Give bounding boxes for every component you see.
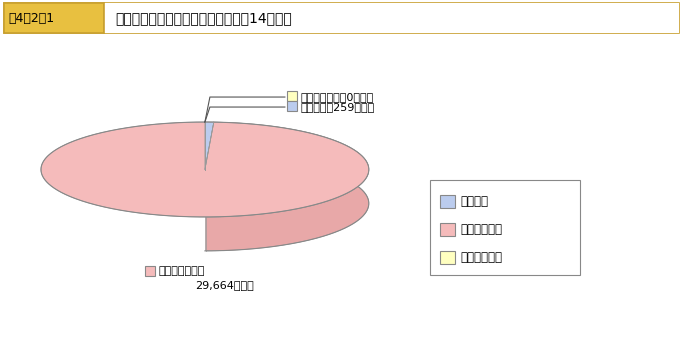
Polygon shape bbox=[205, 122, 214, 156]
Text: 技術協力，259百万円: 技術協力，259百万円 bbox=[301, 102, 375, 112]
Text: 有償資金協力: 有償資金協力 bbox=[460, 251, 502, 264]
Bar bbox=[104, 3, 679, 33]
Text: 無償資金協力，: 無償資金協力， bbox=[159, 266, 206, 276]
Bar bbox=[287, 91, 297, 101]
Bar bbox=[440, 223, 455, 236]
Bar bbox=[145, 266, 155, 276]
Text: 図4－2－1: 図4－2－1 bbox=[8, 12, 54, 24]
Polygon shape bbox=[206, 122, 369, 251]
Text: 有償資金協力，0百万円: 有償資金協力，0百万円 bbox=[301, 92, 374, 102]
Text: 防災関係資金協力の実施状況（平成14年度）: 防災関係資金協力の実施状況（平成14年度） bbox=[115, 11, 292, 25]
Text: 無償資金協力: 無償資金協力 bbox=[460, 223, 502, 236]
Bar bbox=[440, 195, 455, 208]
Bar bbox=[4, 3, 104, 33]
Text: 技術協力: 技術協力 bbox=[460, 195, 488, 208]
Polygon shape bbox=[41, 122, 369, 217]
Text: 29,664百万円: 29,664百万円 bbox=[195, 280, 253, 290]
Bar bbox=[430, 180, 580, 275]
Bar bbox=[287, 101, 297, 111]
Bar bbox=[440, 251, 455, 264]
Bar bbox=[4, 3, 679, 33]
Polygon shape bbox=[205, 122, 214, 170]
